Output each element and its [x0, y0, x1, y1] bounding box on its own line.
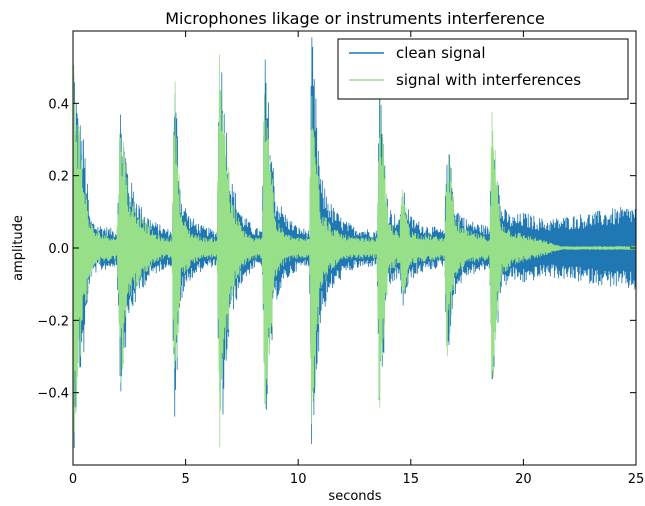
y-axis-label: amplitude: [11, 215, 26, 281]
legend-box: [337, 38, 629, 100]
x-tick-label: 0: [69, 472, 77, 487]
y-tick-label: −0.2: [37, 314, 69, 329]
series-layer: [73, 37, 636, 448]
legend-label-clean: clean signal: [396, 44, 485, 62]
x-tick-label: 15: [403, 472, 420, 487]
y-axis: −0.4 −0.2 0.0 0.2 0.4: [37, 97, 636, 402]
series-line-1: [73, 54, 636, 448]
chart-title: Microphones likage or instruments interf…: [165, 9, 545, 28]
x-axis: 0 5 10 15 20 25: [69, 31, 644, 487]
x-axis-label: seconds: [328, 489, 381, 504]
x-tick-label: 5: [181, 472, 189, 487]
x-tick-label: 20: [515, 472, 532, 487]
y-tick-label: 0.4: [48, 97, 69, 112]
y-tick-label: 0.2: [48, 170, 69, 185]
y-tick-label: 0.0: [48, 242, 69, 257]
y-tick-label: −0.4: [37, 387, 69, 402]
legend-label-interference: signal with interferences: [396, 71, 581, 89]
x-tick-label: 25: [628, 472, 645, 487]
legend: clean signal signal with interferences: [337, 38, 629, 100]
x-tick-label: 10: [290, 472, 307, 487]
